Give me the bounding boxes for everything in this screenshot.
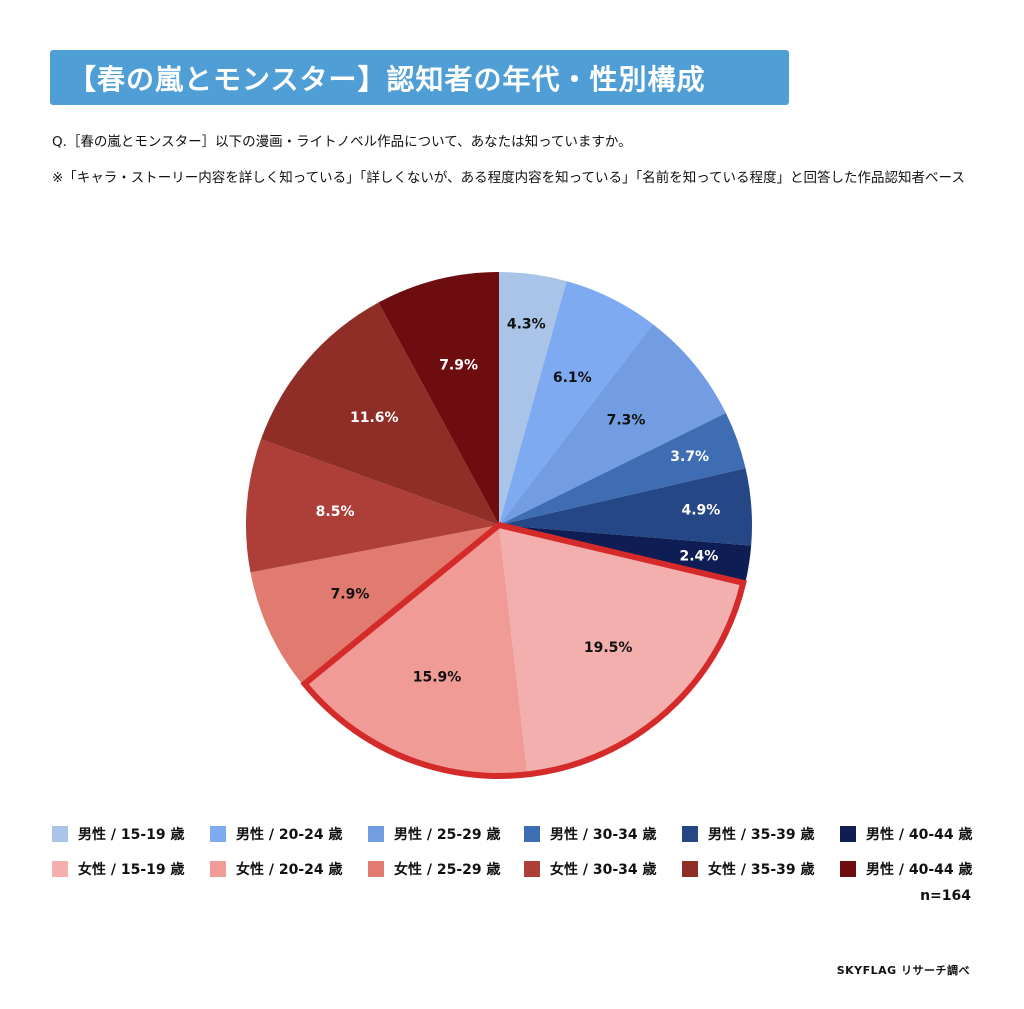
legend-row-male: 男性 / 15-19 歳 男性 / 20-24 歳 男性 / 25-29 歳 男性 /… bbox=[52, 824, 992, 844]
pie-slice-11 bbox=[260, 302, 499, 525]
slice-label-4: 3.7% bbox=[670, 449, 709, 465]
legend-swatch bbox=[52, 861, 68, 877]
highlight-outline bbox=[300, 521, 747, 779]
pie-slice-12 bbox=[378, 272, 499, 525]
legend-item-7: 女性 / 15-19 歳 bbox=[52, 859, 185, 879]
legend-item-5: 男性 / 35-39 歳 bbox=[682, 824, 815, 844]
legend-item-10: 女性 / 30-34 歳 bbox=[524, 859, 657, 879]
legend-swatch bbox=[210, 861, 226, 877]
legend-swatch bbox=[210, 826, 226, 842]
legend-label: 男性 / 30-34 歳 bbox=[550, 827, 657, 843]
legend-item-6: 男性 / 40-44 歳 bbox=[840, 824, 973, 844]
legend-label: 男性 / 25-29 歳 bbox=[394, 827, 501, 843]
pie-slice-10 bbox=[245, 439, 499, 573]
pie-slice-9 bbox=[250, 525, 499, 686]
legend-label: 男性 / 35-39 歳 bbox=[708, 827, 815, 843]
legend-item-2: 男性 / 20-24 歳 bbox=[210, 824, 343, 844]
legend-item-8: 女性 / 20-24 歳 bbox=[210, 859, 343, 879]
legend-label: 女性 / 15-19 歳 bbox=[78, 862, 185, 878]
slice-label-11: 11.6% bbox=[350, 410, 399, 426]
legend-swatch bbox=[682, 861, 698, 877]
title-banner: 【春の嵐とモンスター】認知者の年代・性別構成 bbox=[50, 50, 789, 105]
pie-slice-4 bbox=[499, 412, 746, 525]
slice-label-2: 6.1% bbox=[553, 370, 592, 386]
legend-swatch bbox=[524, 826, 540, 842]
legend-label: 男性 / 40-44 歳 bbox=[866, 862, 973, 878]
slice-label-8: 15.9% bbox=[413, 669, 462, 685]
legend-swatch bbox=[368, 861, 384, 877]
legend-label: 女性 / 35-39 歳 bbox=[708, 862, 815, 878]
pie-slices bbox=[245, 272, 753, 778]
legend-label: 女性 / 25-29 歳 bbox=[394, 862, 501, 878]
legend-item-1: 男性 / 15-19 歳 bbox=[52, 824, 185, 844]
legend-label: 女性 / 20-24 歳 bbox=[236, 862, 343, 878]
pie-slice-2 bbox=[499, 281, 653, 525]
pie-data-labels: 4.3% 6.1% 7.3% 3.7% 4.9% 2.4% 19.5% 15.9% 7.9% 8.… bbox=[316, 316, 721, 685]
legend-row-female: 女性 / 15-19 歳 女性 / 20-24 歳 女性 / 25-29 歳 女性 /… bbox=[52, 859, 992, 879]
legend-item-9: 女性 / 25-29 歳 bbox=[368, 859, 501, 879]
highlight-border bbox=[300, 521, 747, 779]
legend-label: 男性 / 40-44 歳 bbox=[866, 827, 973, 843]
legend-item-12: 男性 / 40-44 歳 bbox=[840, 859, 973, 879]
legend-swatch bbox=[368, 826, 384, 842]
legend-label: 女性 / 30-34 歳 bbox=[550, 862, 657, 878]
pie-slice-8 bbox=[303, 525, 528, 778]
legend-swatch bbox=[840, 826, 856, 842]
slice-label-12: 7.9% bbox=[439, 358, 478, 374]
pie-slice-3 bbox=[499, 324, 726, 525]
legend-label: 男性 / 15-19 歳 bbox=[78, 827, 185, 843]
legend-swatch bbox=[524, 861, 540, 877]
slice-label-10: 8.5% bbox=[316, 504, 355, 520]
note-text: ※「キャラ・ストーリー内容を詳しく知っている」「詳しくないが、ある程度内容を知っ… bbox=[52, 170, 965, 186]
pie-slice-1 bbox=[499, 272, 567, 525]
slice-label-7: 19.5% bbox=[584, 640, 633, 656]
sample-size: n=164 bbox=[920, 888, 971, 904]
legend-swatch bbox=[682, 826, 698, 842]
pie-slice-5 bbox=[499, 468, 753, 546]
pie-slice-7 bbox=[499, 525, 746, 777]
legend-swatch bbox=[52, 826, 68, 842]
slice-label-1: 4.3% bbox=[507, 316, 546, 332]
question-text: Q.［春の嵐とモンスター］以下の漫画・ライトノベル作品について、あなたは知ってい… bbox=[52, 134, 632, 150]
chart-title: 【春の嵐とモンスター】認知者の年代・性別構成 bbox=[68, 62, 706, 96]
slice-label-5: 4.9% bbox=[681, 502, 720, 518]
slice-label-9: 7.9% bbox=[331, 587, 370, 603]
legend-label: 男性 / 20-24 歳 bbox=[236, 827, 343, 843]
slice-label-6: 2.4% bbox=[679, 549, 718, 565]
legend-swatch bbox=[840, 861, 856, 877]
legend-item-4: 男性 / 30-34 歳 bbox=[524, 824, 657, 844]
source-credit: SKYFLAG リサーチ調べ bbox=[836, 964, 970, 977]
legend-item-3: 男性 / 25-29 歳 bbox=[368, 824, 501, 844]
slice-label-3: 7.3% bbox=[607, 413, 646, 429]
legend-item-11: 女性 / 35-39 歳 bbox=[682, 859, 815, 879]
